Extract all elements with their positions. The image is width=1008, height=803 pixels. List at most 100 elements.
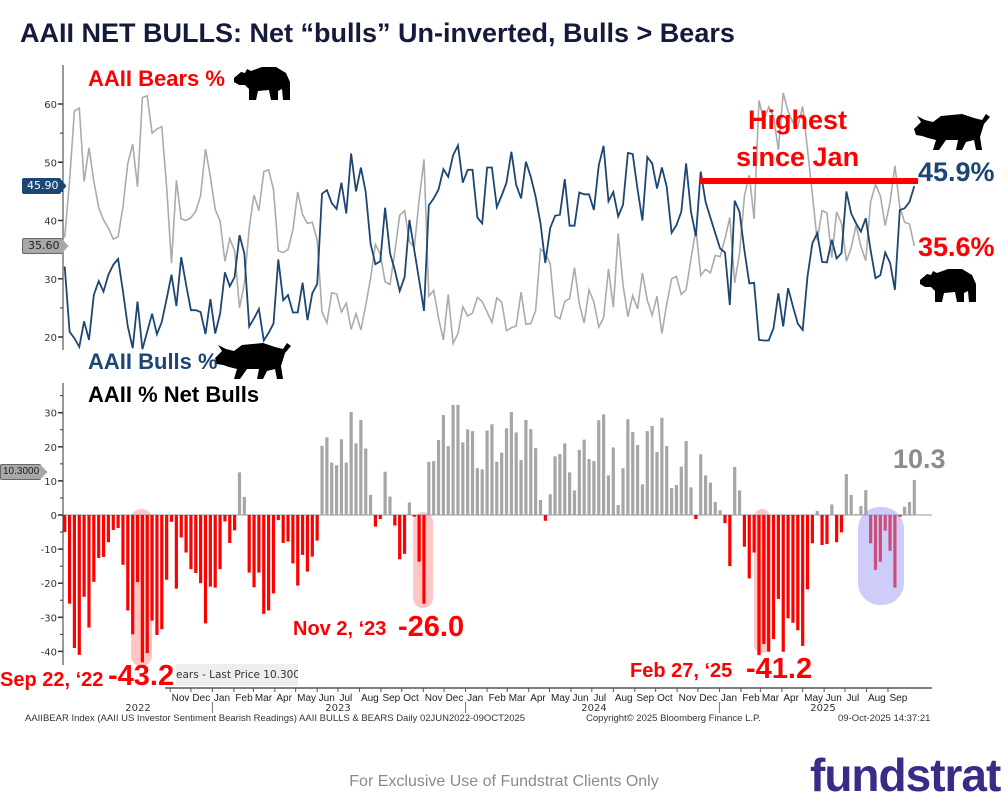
net-bar-positive [388,496,392,515]
net-bar-negative [781,515,785,652]
net-bar-positive [475,468,479,515]
net-bar-negative [296,515,300,586]
net-bar-negative [305,515,310,572]
page-title: AAII NET BULLS: Net “bulls” Un-inverted,… [20,18,735,48]
net-bar-positive [689,487,693,515]
net-bar-positive [606,475,611,515]
net-bar-positive [849,494,853,515]
net-bar-positive [364,448,368,515]
net-bar-positive [427,461,431,515]
net-bar-positive [480,469,484,515]
y-tick-label: 30 [44,409,57,420]
disclaimer: For Exclusive Use of Fundstrat Clients O… [349,773,659,790]
net-bar-positive [650,425,654,515]
net-bar-positive [859,506,863,515]
net-bar-positive [334,465,339,515]
net-bar-negative [92,515,96,582]
net-bar-negative [106,515,110,543]
annotation-date-feb27: Feb 27, ‘25 [630,660,733,682]
net-bar-negative [786,515,790,619]
net-bar-negative [762,515,766,644]
y-tick-label: -30 [41,613,57,624]
month-label: Oct [403,693,419,704]
net-bar-positive [563,443,567,515]
net-bar-positive [733,466,737,515]
net-bar-positive [451,404,455,515]
net-bar-positive [237,472,242,515]
net-bar-positive [330,462,334,515]
net-bar-negative [145,515,149,654]
net-bar-negative [189,515,193,570]
month-label: May [297,693,316,704]
legend-last-price-box: ears - Last Price 10.3000 [176,664,298,686]
month-label: Aug [361,693,379,704]
net-bar-positive [509,412,513,515]
net-bar-positive [912,479,916,515]
month-label: Aug [868,693,886,704]
net-bar-positive [514,432,518,515]
y-tick-label: -10 [41,545,57,556]
month-label: Nov [172,693,190,704]
net-bar-negative [300,515,305,555]
month-label: Dec [192,693,210,704]
net-bar-negative [694,515,698,520]
y-tick-label: 50 [44,158,57,169]
net-bar-negative [121,515,125,565]
net-bar-positive [582,439,586,515]
net-bar-positive [325,437,329,515]
net-bar-negative [135,515,140,583]
y-tick-label: 40 [44,217,57,228]
net-bar-positive [844,474,848,515]
net-bar-negative [131,515,135,635]
month-label: Aug [615,693,633,704]
net-last-value: 10.3 [893,444,946,474]
y-tick-label: 0 [51,511,57,522]
highest-since-jan-line [700,178,918,184]
net-bar-positive [320,445,324,515]
net-bar-positive [640,484,645,515]
net-bar-negative [126,515,130,611]
net-bar-positive [703,475,708,515]
month-label: Jan [214,693,230,704]
net-bar-positive [645,431,649,515]
y-tick-label: -20 [41,579,57,590]
net-bar-negative [757,515,761,656]
net-bar-positive [368,494,373,515]
net-bar-negative [223,515,227,522]
net-bar-negative [228,515,232,543]
net-bar-negative [752,515,756,553]
net-bar-positive [854,513,858,515]
bear-icon [920,269,976,302]
net-bar-positive [500,452,504,515]
net-bar-positive [602,414,606,515]
bears-last-value: 35.6% [918,232,995,262]
net-bar-positive [519,460,523,515]
net-bar-negative [898,515,902,517]
net-bar-positive [383,471,387,515]
net-bar-negative [835,515,839,543]
y-tick-label: 60 [44,100,57,111]
net-bar-positive [684,441,688,515]
net-bar-positive [354,443,358,515]
copyright-note: Copyright© 2025 Bloomberg Finance L.P. [586,713,761,724]
net-bar-negative [257,515,261,573]
net-bar-positive [553,456,557,515]
net-bar-positive [534,448,538,515]
net-bar-negative [747,515,751,579]
net-bar-positive [436,439,441,515]
y-tick-label: 20 [44,333,57,344]
month-label: Mar [255,693,273,704]
net-bar-negative [194,515,198,573]
net-bar-positive [441,415,445,515]
net-bar-positive [568,472,572,515]
net-bar-negative [150,515,154,621]
net-bar-negative [771,515,776,640]
net-bar-negative [233,515,237,531]
bulls-last-value: 45.9% [918,157,995,187]
net-bar-positive [665,446,669,515]
net-bar-positive [504,428,509,515]
month-label: Mar [762,693,780,704]
net-bar-positive [631,432,635,515]
month-label: Mar [509,693,527,704]
net-bar-positive [461,442,465,515]
